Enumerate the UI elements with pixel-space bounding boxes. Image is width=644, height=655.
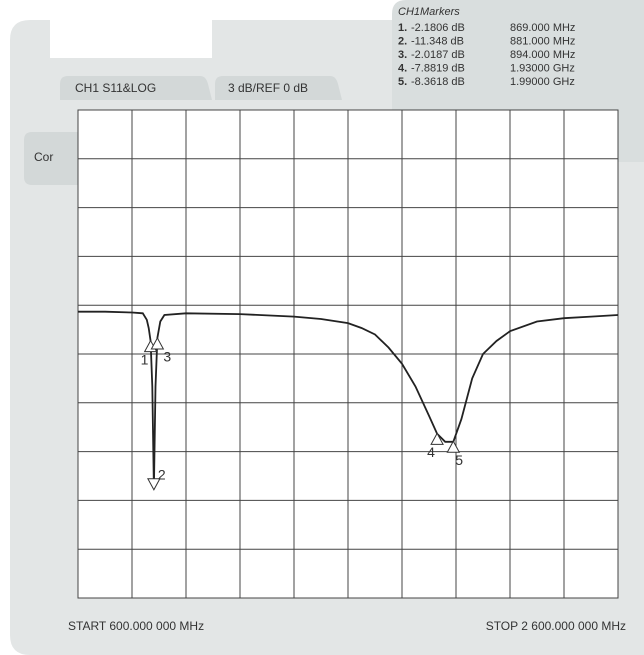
stop-label: STOP 2 600.000 000 MHz bbox=[486, 619, 626, 633]
marker-id: 1. bbox=[398, 22, 407, 34]
marker-label: 5 bbox=[455, 452, 463, 468]
start-label: START 600.000 000 MHz bbox=[68, 619, 204, 633]
marker-id: 4. bbox=[398, 62, 407, 74]
marker-triangle bbox=[147, 478, 161, 491]
marker-title: CH1Markers bbox=[398, 6, 460, 18]
correction-label: Cor bbox=[34, 150, 53, 164]
cor-tab bbox=[24, 132, 78, 185]
marker-freq: 869.000 MHz bbox=[510, 22, 575, 34]
marker-freq: 894.000 MHz bbox=[510, 49, 575, 61]
marker-value: -7.8819 dB bbox=[411, 62, 465, 74]
channel-label: CH1 S11&LOG bbox=[75, 81, 156, 95]
channel-tab bbox=[60, 76, 212, 100]
marker-freq: 881.000 MHz bbox=[510, 35, 575, 47]
trace bbox=[78, 310, 619, 490]
marker-value: -2.0187 dB bbox=[411, 49, 465, 61]
marker-label: 3 bbox=[163, 349, 171, 365]
marker-id: 2. bbox=[398, 35, 407, 47]
marker-freq: 1.93000 GHz bbox=[510, 62, 575, 74]
marker-id: 3. bbox=[398, 49, 407, 61]
marker-label: 1 bbox=[141, 351, 149, 367]
marker-id: 5. bbox=[398, 76, 407, 88]
marker-freq: 1.99000 GHz bbox=[510, 76, 575, 88]
blank-box bbox=[50, 0, 212, 58]
marker-value: -2.1806 dB bbox=[411, 22, 465, 34]
marker-label: 4 bbox=[427, 444, 435, 460]
marker-triangle bbox=[150, 336, 165, 350]
marker-label: 2 bbox=[158, 466, 166, 482]
marker-value: -11.348 dB bbox=[411, 35, 464, 47]
marker-triangle bbox=[430, 432, 444, 445]
scale-label: 3 dB/REF 0 dB bbox=[228, 81, 308, 95]
marker-value: -8.3618 dB bbox=[411, 76, 465, 88]
scale-tab bbox=[215, 76, 342, 100]
marker-triangle bbox=[446, 440, 461, 453]
